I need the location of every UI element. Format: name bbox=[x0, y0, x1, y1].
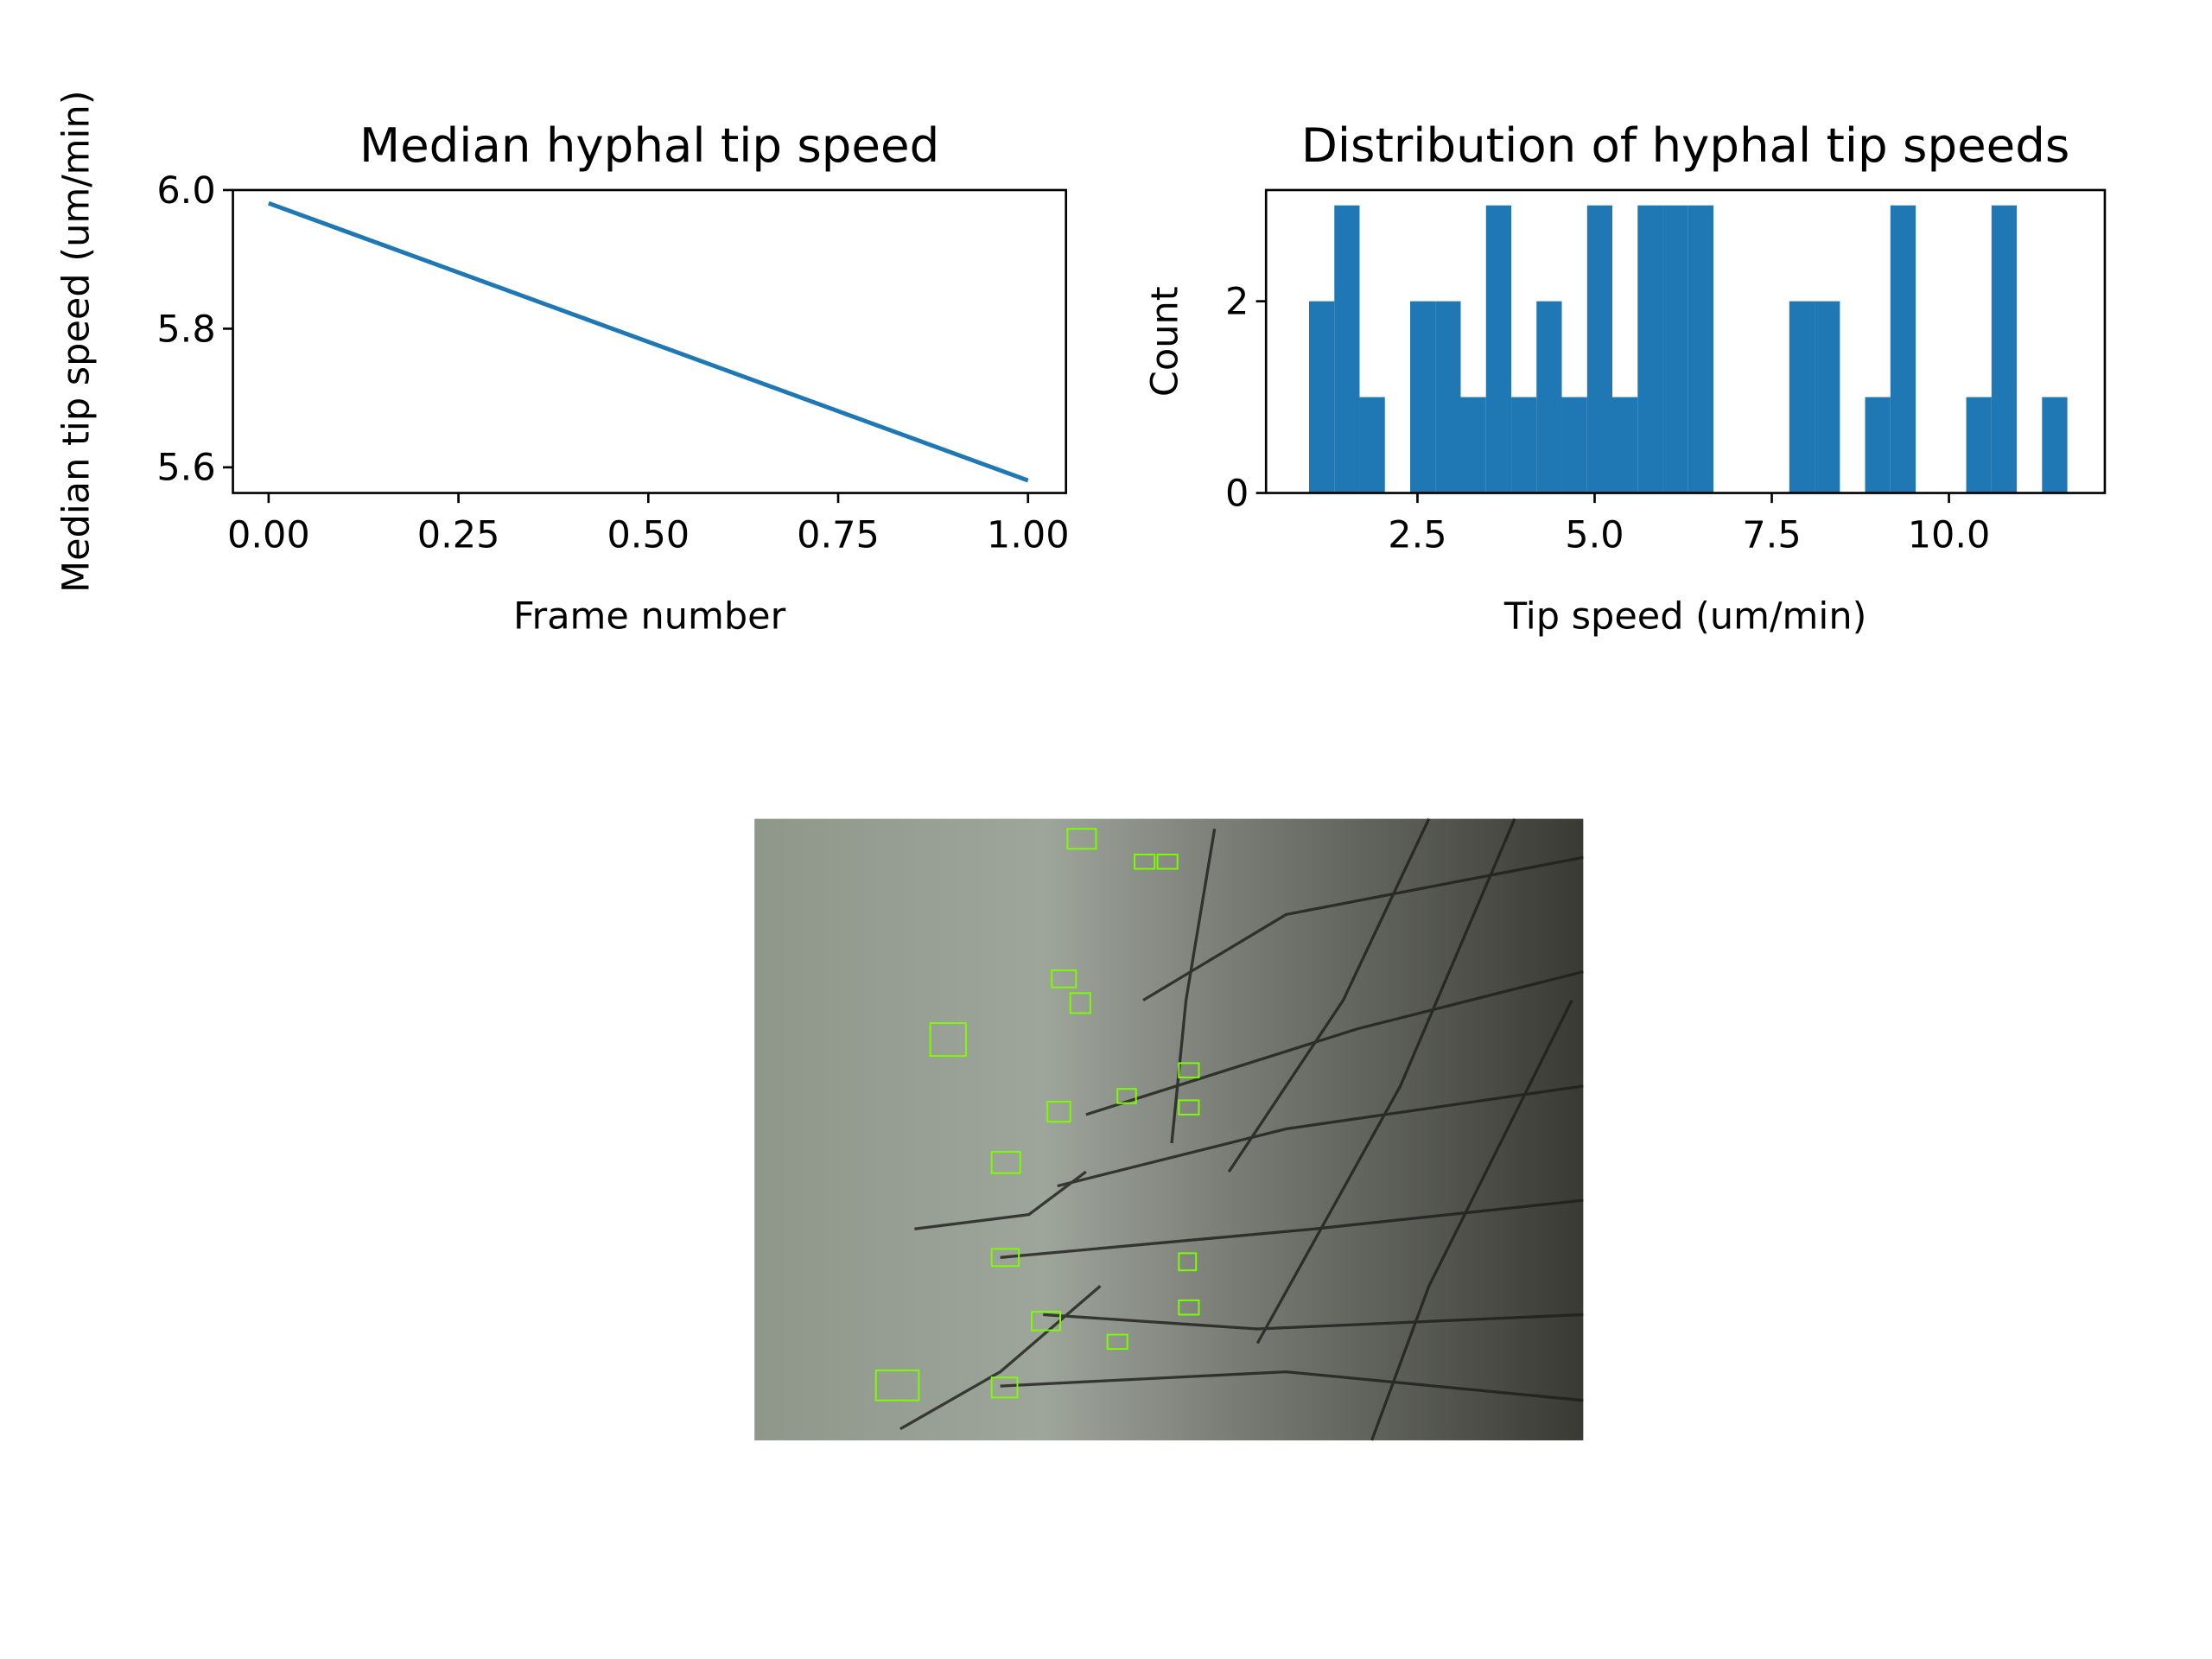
x-tick-label: 0.25 bbox=[417, 513, 500, 556]
bar bbox=[1359, 397, 1385, 493]
plot-frame bbox=[1264, 188, 2107, 494]
chart: 0.00 0.25 0.50 0.75 1.00 5.6 5.8 6.0 Median hyph… bbox=[55, 91, 1070, 639]
bar bbox=[1662, 205, 1688, 493]
x-tick-label: 0.00 bbox=[227, 513, 310, 556]
chart: 2.5 5.0 7.5 10.0 0 2 Distribution of hyphal ti… bbox=[1144, 118, 2107, 639]
bar bbox=[1815, 301, 1840, 493]
bar bbox=[1435, 301, 1461, 493]
x-tick-label: 7.5 bbox=[1742, 513, 1801, 556]
bar bbox=[1688, 205, 1714, 493]
bar bbox=[1561, 397, 1587, 493]
x-tick-label: 10.0 bbox=[1908, 513, 1991, 556]
x-tick-label: 0.75 bbox=[797, 513, 880, 556]
bar bbox=[1865, 397, 1891, 493]
bar bbox=[1586, 205, 1613, 493]
bar bbox=[1536, 301, 1562, 493]
bar bbox=[1334, 205, 1360, 493]
x-tick-label: 2.5 bbox=[1388, 513, 1446, 556]
y-axis-label: Count bbox=[1144, 286, 1187, 397]
y-tick-label: 5.6 bbox=[156, 447, 215, 490]
bar bbox=[1460, 397, 1486, 493]
bar bbox=[2042, 397, 2068, 493]
bar bbox=[1511, 397, 1537, 493]
chart-title: Median hyphal tip speed bbox=[359, 118, 939, 173]
bar bbox=[1410, 301, 1436, 493]
bar bbox=[1991, 205, 2018, 493]
bar bbox=[1789, 301, 1815, 493]
x-axis-label: Tip speed (um/min) bbox=[1503, 595, 1867, 639]
bar bbox=[1890, 205, 1916, 493]
chart-title: Distribution of hyphal tip speeds bbox=[1301, 118, 2069, 173]
x-tick-label: 0.50 bbox=[607, 513, 690, 556]
x-tick-label: 5.0 bbox=[1565, 513, 1624, 556]
y-axis-label: Median tip speed (um/min) bbox=[55, 91, 99, 593]
x-tick-label: 1.00 bbox=[987, 513, 1070, 556]
bar bbox=[1966, 397, 1992, 493]
bar bbox=[1485, 205, 1512, 493]
y-tick-label: 5.8 bbox=[156, 308, 215, 351]
y-tick-label: 2 bbox=[1225, 281, 1249, 324]
bar bbox=[1637, 205, 1663, 493]
micrograph bbox=[754, 817, 1584, 1441]
bar bbox=[1612, 397, 1638, 493]
y-tick-label: 0 bbox=[1225, 472, 1249, 515]
bar bbox=[1308, 301, 1335, 493]
line bbox=[268, 200, 1029, 483]
y-tick-label: 6.0 bbox=[156, 169, 215, 213]
x-axis-label: Frame number bbox=[513, 595, 786, 639]
